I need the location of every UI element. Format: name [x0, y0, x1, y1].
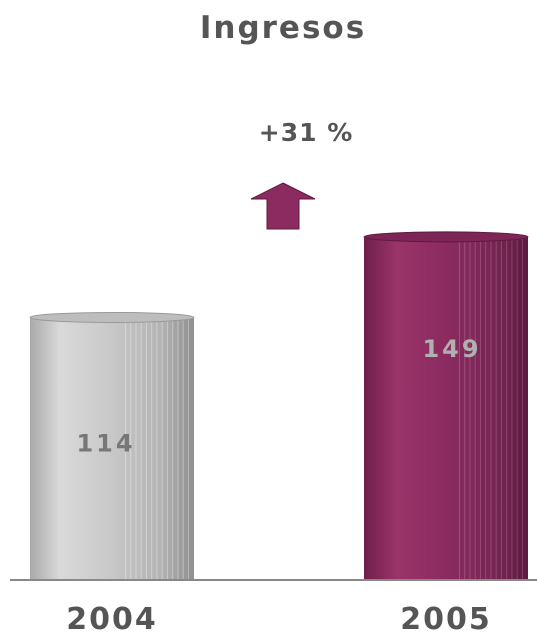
bar-top-2004	[29, 311, 195, 323]
bar-2005	[364, 236, 528, 580]
category-label-2004: 2004	[66, 602, 158, 637]
value-label-2004: 114	[76, 429, 135, 457]
bar-stripes-2005	[458, 236, 523, 580]
bars-group: 114 149	[29, 231, 529, 580]
growth-arrow-icon	[250, 182, 316, 230]
chart-title: Ingresos	[200, 10, 366, 46]
growth-annotation: +31 %	[259, 118, 354, 147]
bar-top-2005	[363, 231, 529, 243]
value-label-2005: 149	[422, 335, 481, 363]
bar-2004	[30, 317, 194, 580]
category-label-2005: 2005	[400, 602, 492, 637]
bar-stripes-2004	[124, 317, 189, 580]
